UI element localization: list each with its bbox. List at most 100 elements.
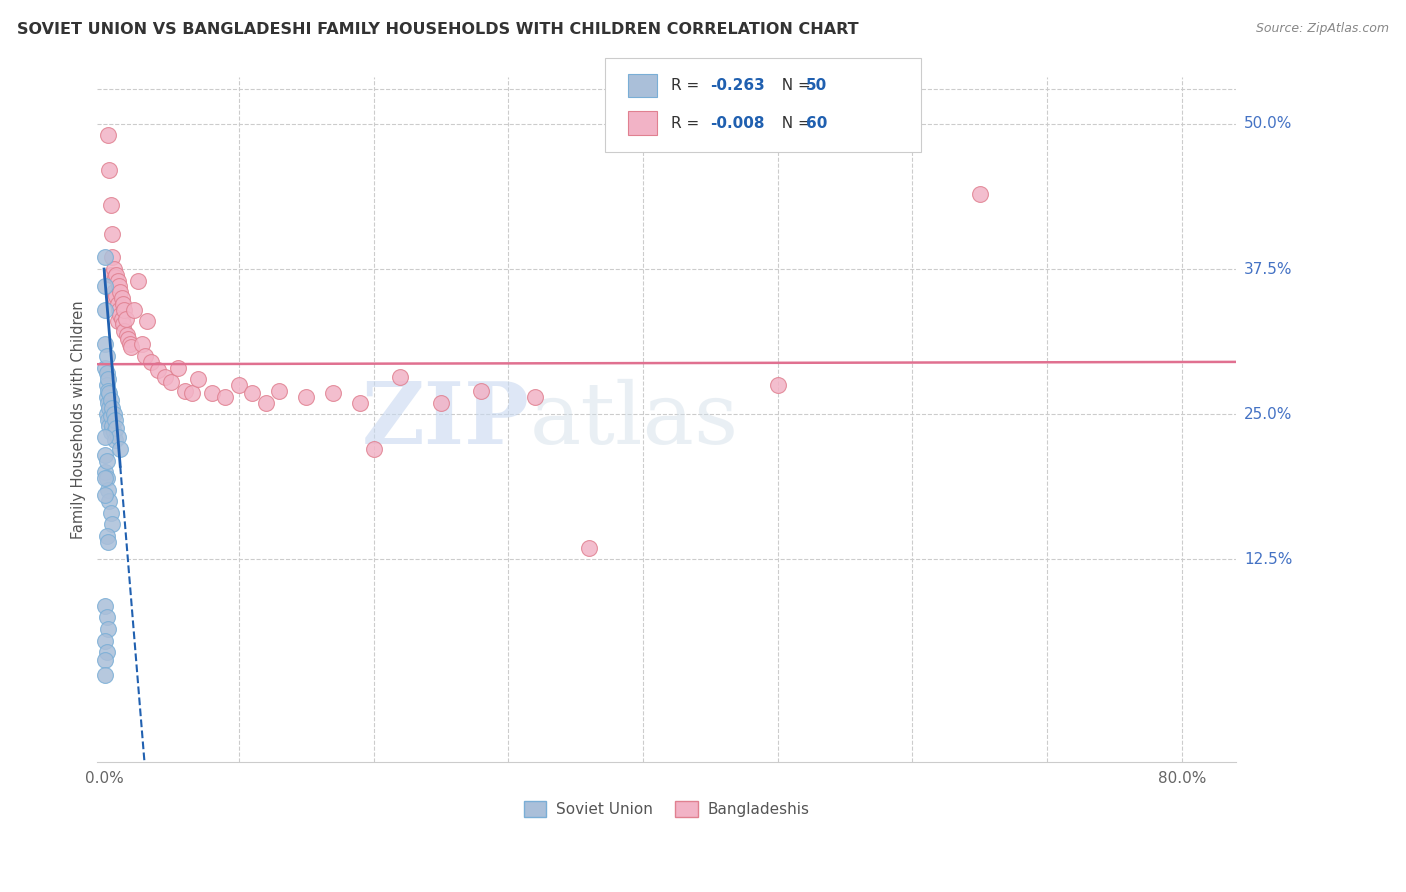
Point bbox=[100, 198, 122, 212]
Point bbox=[100, 393, 122, 408]
Point bbox=[96, 471, 118, 485]
Point bbox=[114, 312, 136, 326]
Point bbox=[104, 413, 127, 427]
Point bbox=[98, 386, 121, 401]
Point bbox=[105, 268, 128, 282]
Point bbox=[201, 386, 224, 401]
Point bbox=[104, 291, 127, 305]
Text: Source: ZipAtlas.com: Source: ZipAtlas.com bbox=[1256, 22, 1389, 36]
Point bbox=[146, 363, 169, 377]
Point bbox=[766, 378, 789, 392]
Text: 12.5%: 12.5% bbox=[1244, 552, 1292, 566]
Point bbox=[104, 270, 127, 285]
Point bbox=[98, 494, 121, 508]
Point bbox=[97, 128, 120, 143]
Point bbox=[94, 599, 117, 613]
Point bbox=[254, 395, 277, 409]
Point bbox=[269, 384, 291, 398]
Point bbox=[187, 372, 209, 386]
Point bbox=[112, 324, 135, 338]
Point bbox=[111, 317, 134, 331]
Point bbox=[94, 360, 117, 375]
Text: R =: R = bbox=[671, 78, 709, 93]
Point bbox=[97, 534, 120, 549]
Point bbox=[127, 274, 149, 288]
Point bbox=[117, 332, 139, 346]
Point bbox=[96, 645, 118, 659]
Text: -0.263: -0.263 bbox=[710, 78, 765, 93]
Point bbox=[98, 418, 121, 433]
Point bbox=[240, 386, 263, 401]
Point bbox=[524, 390, 547, 404]
Point bbox=[115, 328, 138, 343]
Text: N =: N = bbox=[772, 78, 815, 93]
Point bbox=[111, 297, 134, 311]
Text: R =: R = bbox=[671, 116, 709, 130]
Point bbox=[389, 370, 412, 384]
Point bbox=[94, 430, 117, 444]
Point bbox=[100, 506, 122, 520]
Point bbox=[94, 337, 117, 351]
Point bbox=[107, 297, 129, 311]
Point bbox=[94, 448, 117, 462]
Point bbox=[108, 279, 131, 293]
Point bbox=[107, 430, 129, 444]
Point bbox=[174, 384, 197, 398]
Point bbox=[153, 370, 176, 384]
Legend: Soviet Union, Bangladeshis: Soviet Union, Bangladeshis bbox=[517, 795, 815, 823]
Point bbox=[94, 633, 117, 648]
Point bbox=[96, 349, 118, 363]
Point bbox=[98, 163, 121, 178]
Point bbox=[120, 340, 142, 354]
Point bbox=[101, 251, 124, 265]
Point bbox=[94, 302, 117, 317]
Point bbox=[96, 390, 118, 404]
Text: N =: N = bbox=[772, 116, 815, 130]
Point bbox=[97, 483, 120, 497]
Point bbox=[349, 395, 371, 409]
Point bbox=[100, 268, 122, 282]
Point bbox=[110, 442, 132, 456]
Y-axis label: Family Households with Children: Family Households with Children bbox=[72, 301, 86, 540]
Point bbox=[107, 314, 129, 328]
Text: -0.008: -0.008 bbox=[710, 116, 765, 130]
Text: 50: 50 bbox=[806, 78, 827, 93]
Point bbox=[94, 488, 117, 502]
Point bbox=[103, 407, 125, 421]
Point bbox=[96, 610, 118, 624]
Point bbox=[322, 386, 344, 401]
Point bbox=[103, 285, 125, 300]
Point bbox=[97, 372, 120, 386]
Point bbox=[105, 289, 128, 303]
Point bbox=[97, 384, 120, 398]
Point bbox=[214, 390, 236, 404]
Point bbox=[94, 471, 117, 485]
Point bbox=[97, 395, 120, 409]
Text: ZIP: ZIP bbox=[363, 378, 530, 462]
Point bbox=[430, 395, 453, 409]
Point bbox=[98, 401, 121, 416]
Point bbox=[97, 413, 120, 427]
Point bbox=[110, 312, 132, 326]
Point bbox=[94, 251, 117, 265]
Point bbox=[110, 291, 132, 305]
Text: 50.0%: 50.0% bbox=[1244, 116, 1292, 131]
Point bbox=[100, 425, 122, 439]
Point bbox=[96, 378, 118, 392]
Point bbox=[94, 653, 117, 667]
Point bbox=[112, 302, 135, 317]
Point bbox=[969, 186, 991, 201]
Point bbox=[105, 421, 128, 435]
Point bbox=[101, 401, 124, 416]
Point bbox=[101, 517, 124, 532]
Point bbox=[100, 409, 122, 424]
Point bbox=[110, 285, 132, 300]
Point bbox=[470, 384, 492, 398]
Point bbox=[122, 302, 145, 317]
Point bbox=[228, 378, 250, 392]
Point bbox=[167, 360, 190, 375]
Point bbox=[96, 529, 118, 543]
Point bbox=[107, 274, 129, 288]
Point bbox=[97, 622, 120, 636]
Text: atlas: atlas bbox=[530, 378, 740, 461]
